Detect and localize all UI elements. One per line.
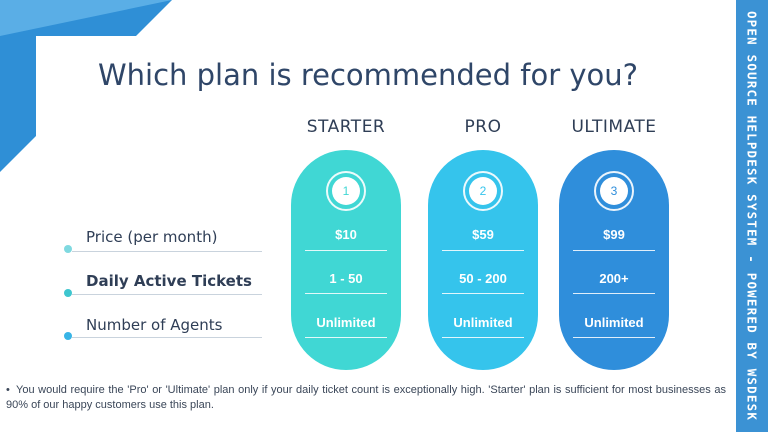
plan-price: $99: [603, 227, 625, 242]
footnote: • You would require the 'Pro' or 'Ultimat…: [6, 383, 726, 413]
cell-divider: [442, 337, 524, 338]
plan-card-starter[interactable]: 1 $10 1 - 50 Unlimited: [291, 150, 401, 370]
plan-number-badge: 1: [326, 171, 366, 211]
plan-number-badge: 3: [594, 171, 634, 211]
row-divider: [72, 251, 262, 252]
row-divider: [72, 337, 262, 338]
plan-price: $10: [335, 227, 357, 242]
plan-number-badge: 2: [463, 171, 503, 211]
row-label-tickets: Daily Active Tickets: [86, 272, 252, 290]
row-dot-agents: [64, 332, 72, 340]
plan-tickets: 1 - 50: [329, 271, 363, 286]
cell-divider: [573, 337, 655, 338]
cell-divider: [573, 250, 655, 251]
plan-price: $59: [472, 227, 494, 242]
plan-agents: Unlimited: [453, 315, 513, 330]
plan-header-ultimate: ULTIMATE: [571, 117, 657, 137]
plan-card-ultimate[interactable]: 3 $99 200+ Unlimited: [559, 150, 669, 370]
plan-number: 1: [332, 177, 360, 205]
page-title: Which plan is recommended for you?: [97, 58, 639, 92]
cell-divider: [442, 250, 524, 251]
cell-divider: [305, 250, 387, 251]
cell-divider: [305, 337, 387, 338]
row-label-agents: Number of Agents: [86, 316, 223, 334]
plan-agents: Unlimited: [584, 315, 644, 330]
plan-number: 3: [600, 177, 628, 205]
side-banner-text: OPEN SOURCE HELPDESK SYSTEM - POWERED BY…: [744, 10, 760, 422]
cell-divider: [442, 293, 524, 294]
row-dot-tickets: [64, 289, 72, 297]
cell-divider: [305, 293, 387, 294]
plan-tickets: 200+: [599, 271, 629, 286]
side-banner: [736, 0, 768, 432]
row-label-price: Price (per month): [86, 228, 218, 246]
plan-tickets: 50 - 200: [459, 271, 507, 286]
plan-card-pro[interactable]: 2 $59 50 - 200 Unlimited: [428, 150, 538, 370]
cell-divider: [573, 293, 655, 294]
row-divider: [72, 294, 262, 295]
corner-decoration-light: [0, 0, 172, 36]
plan-header-pro: PRO: [464, 117, 502, 137]
plan-header-starter: STARTER: [306, 117, 386, 137]
plan-agents: Unlimited: [316, 315, 376, 330]
footnote-text: You would require the 'Pro' or 'Ultimate…: [6, 384, 726, 411]
bullet-icon: •: [6, 384, 10, 396]
plan-number: 2: [469, 177, 497, 205]
row-dot-price: [64, 245, 72, 253]
